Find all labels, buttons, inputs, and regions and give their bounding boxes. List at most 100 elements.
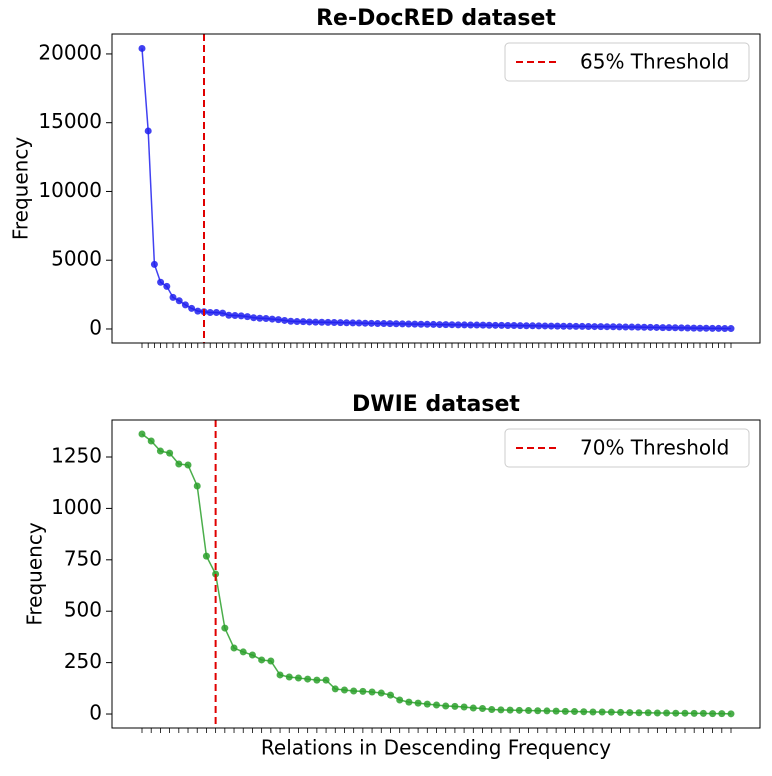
data-point — [522, 322, 530, 330]
data-point — [552, 707, 560, 715]
data-point — [294, 674, 302, 682]
data-point — [491, 321, 499, 329]
data-point — [359, 687, 367, 695]
data-point — [646, 323, 654, 331]
axes-frame — [111, 33, 761, 344]
data-point — [250, 314, 258, 322]
data-point — [340, 686, 348, 694]
data-point — [561, 707, 569, 715]
y-tick-label: 250 — [64, 649, 102, 673]
data-point — [598, 708, 606, 716]
data-point — [715, 324, 723, 332]
data-point — [525, 707, 533, 715]
data-point — [479, 704, 487, 712]
data-point — [485, 321, 493, 329]
data-point — [188, 304, 196, 312]
data-point — [368, 688, 376, 696]
data-point — [144, 127, 152, 135]
data-point — [336, 319, 344, 327]
legend-label: 65% Threshold — [580, 50, 729, 74]
data-point — [248, 651, 256, 659]
legend: 70% Threshold — [504, 428, 750, 468]
data-point — [699, 709, 707, 717]
y-tick-label: 20000 — [38, 40, 102, 64]
y-tick-label: 10000 — [38, 178, 102, 202]
axes-frame — [111, 419, 761, 729]
data-point — [615, 323, 623, 331]
data-point — [405, 698, 413, 706]
data-point — [671, 324, 679, 332]
data-point — [285, 673, 293, 681]
data-point — [299, 318, 307, 326]
data-point — [603, 323, 611, 331]
y-tick-label: 5000 — [51, 247, 102, 271]
data-point — [361, 319, 369, 327]
data-point — [609, 323, 617, 331]
data-point — [212, 308, 220, 316]
data-point — [429, 320, 437, 328]
data-point — [322, 676, 330, 684]
data-point — [560, 322, 568, 330]
data-point — [230, 644, 238, 652]
data-point — [225, 311, 233, 319]
data-point — [663, 709, 671, 717]
data-point — [589, 708, 597, 716]
data-point — [451, 702, 459, 710]
data-point — [318, 318, 326, 326]
data-point — [237, 312, 245, 320]
y-tick-label: 1250 — [51, 444, 102, 468]
data-point — [274, 316, 282, 324]
data-point — [479, 321, 487, 329]
y-tick-label: 15000 — [38, 109, 102, 133]
data-point — [331, 685, 339, 693]
data-point — [380, 320, 388, 328]
series-line — [141, 48, 732, 330]
data-point — [622, 323, 630, 331]
data-point — [553, 322, 561, 330]
data-point — [535, 322, 543, 330]
data-point — [256, 314, 264, 322]
data-point — [534, 707, 542, 715]
data-point — [243, 313, 251, 321]
x-axis-label: Relations in Descending Frequency — [261, 736, 611, 760]
data-point — [181, 301, 189, 309]
data-point — [690, 324, 698, 332]
data-point — [628, 323, 636, 331]
data-point — [343, 319, 351, 327]
data-point — [304, 675, 312, 683]
data-point — [504, 321, 512, 329]
data-point — [460, 703, 468, 711]
data-point — [580, 708, 588, 716]
data-point — [677, 324, 685, 332]
y-tick-label: 0 — [89, 315, 102, 339]
data-point — [138, 44, 146, 52]
data-point — [386, 691, 394, 699]
data-point — [591, 323, 599, 331]
data-point — [231, 311, 239, 319]
y-tick-label: 1000 — [51, 495, 102, 519]
data-point — [529, 322, 537, 330]
data-point — [423, 700, 431, 708]
data-point — [374, 319, 382, 327]
data-point — [184, 461, 192, 469]
y-axis-label: Frequency — [9, 137, 33, 240]
data-point — [607, 708, 615, 716]
data-point — [313, 676, 321, 684]
data-point — [193, 482, 201, 490]
data-point — [469, 704, 477, 712]
data-point — [166, 449, 174, 457]
data-point — [414, 699, 422, 707]
series-line — [141, 433, 732, 715]
data-point — [276, 671, 284, 679]
data-point — [448, 321, 456, 329]
y-tick-label: 0 — [89, 701, 102, 725]
data-point — [454, 321, 462, 329]
data-point — [202, 552, 210, 560]
data-point — [398, 320, 406, 328]
data-point — [626, 709, 634, 717]
chart-title: DWIE dataset — [352, 392, 520, 417]
data-point — [510, 322, 518, 330]
legend: 65% Threshold — [504, 42, 750, 82]
data-point — [566, 322, 574, 330]
data-point — [156, 447, 164, 455]
